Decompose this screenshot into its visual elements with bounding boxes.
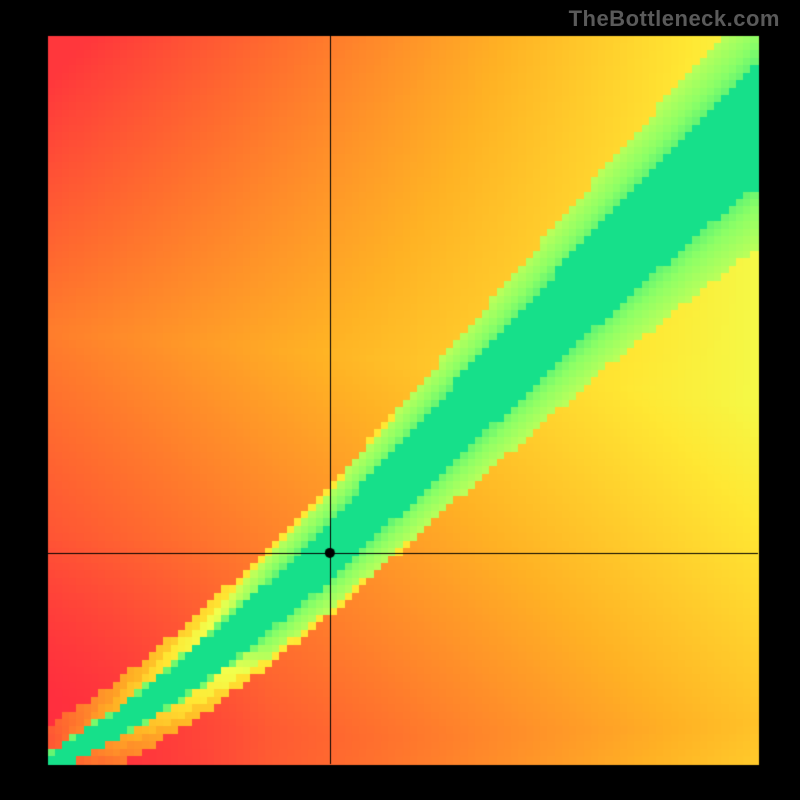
bottleneck-heatmap (0, 0, 800, 800)
watermark-text: TheBottleneck.com (569, 6, 780, 32)
chart-container: TheBottleneck.com (0, 0, 800, 800)
